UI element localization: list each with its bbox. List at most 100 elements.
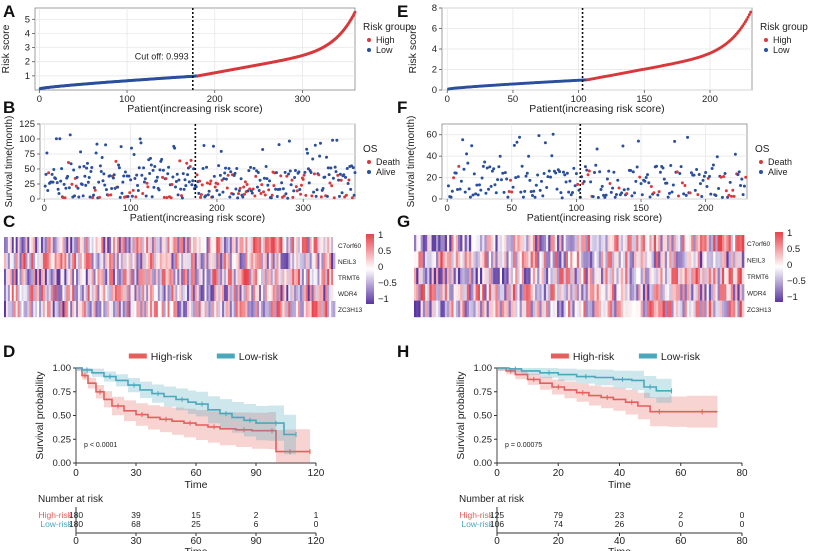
heatmap-cell bbox=[259, 301, 262, 318]
heatmap-cell bbox=[97, 301, 100, 318]
heatmap-cell bbox=[208, 237, 211, 254]
heatmap-cell bbox=[148, 237, 151, 254]
alive-point bbox=[98, 164, 102, 168]
heatmap-cell bbox=[329, 253, 332, 270]
alive-point bbox=[487, 187, 491, 191]
heatmap-cell bbox=[442, 300, 446, 318]
heatmap-cell bbox=[693, 235, 696, 252]
alive-point bbox=[149, 163, 153, 167]
heatmap-cell bbox=[103, 269, 106, 286]
death-point bbox=[109, 193, 113, 197]
heatmap-cell bbox=[557, 251, 560, 268]
heatmap-cell bbox=[517, 267, 520, 285]
heatmap-cell bbox=[486, 267, 490, 285]
death-point bbox=[225, 186, 229, 190]
heatmap-cell bbox=[640, 284, 644, 301]
heatmap-cell bbox=[19, 301, 22, 318]
heatmap-cell bbox=[255, 285, 258, 302]
heatmap-cell bbox=[72, 253, 75, 270]
alive-point bbox=[54, 177, 58, 181]
heatmap-cell bbox=[311, 237, 314, 254]
heatmap-cell bbox=[227, 301, 231, 318]
heatmap-cell bbox=[132, 253, 135, 270]
heatmap-cell bbox=[85, 237, 89, 254]
heatmap-cell bbox=[181, 301, 184, 318]
alive-point bbox=[318, 154, 322, 158]
heatmap-cell bbox=[241, 301, 244, 318]
heatmap-cell bbox=[425, 284, 428, 301]
heatmap-cell bbox=[557, 267, 560, 285]
heatmap-cell bbox=[37, 269, 40, 286]
alive-point bbox=[298, 187, 302, 191]
alive-point bbox=[598, 170, 602, 174]
heatmap-cell bbox=[482, 267, 485, 285]
heatmap-cell bbox=[305, 301, 309, 318]
heatmap-cell bbox=[29, 285, 32, 302]
heatmap-cell bbox=[266, 269, 270, 286]
risk-x-tick-label: 60 bbox=[675, 536, 687, 547]
alive-point bbox=[656, 193, 660, 197]
heatmap-cell bbox=[427, 300, 430, 318]
heatmap-cell bbox=[31, 253, 34, 270]
heatmap-cell bbox=[579, 235, 582, 252]
y-tick-label: 0.00 bbox=[474, 458, 493, 469]
gene-label: C7orf60 bbox=[747, 241, 771, 248]
heatmap-cell bbox=[93, 285, 96, 302]
heatmap-cell bbox=[116, 285, 120, 302]
death-point bbox=[310, 194, 314, 198]
death-point bbox=[457, 164, 461, 168]
heatmap-cell bbox=[519, 267, 523, 285]
heatmap-cell bbox=[416, 235, 419, 252]
heatmap-cell bbox=[54, 301, 57, 318]
alive-point bbox=[234, 187, 238, 191]
y-tick-label: 0.00 bbox=[53, 458, 72, 469]
heatmap-cell bbox=[570, 267, 573, 285]
death-point bbox=[188, 164, 192, 168]
heatmap-cell bbox=[469, 267, 472, 285]
heatmap-cell bbox=[251, 253, 254, 270]
heatmap-cell bbox=[697, 235, 701, 252]
heatmap-cell bbox=[462, 235, 465, 252]
heatmap-cell bbox=[722, 300, 725, 318]
heatmap-cell bbox=[179, 269, 182, 286]
alive-point bbox=[742, 184, 746, 188]
heatmap-cell bbox=[7, 285, 11, 302]
heatmap-cell bbox=[292, 253, 295, 270]
heatmap-cell bbox=[319, 237, 322, 254]
death-point bbox=[336, 173, 340, 177]
heatmap-cell bbox=[321, 237, 324, 254]
heatmap-cell bbox=[455, 235, 459, 252]
risk-count: 2 bbox=[678, 510, 683, 520]
heatmap-cell bbox=[673, 284, 677, 301]
heatmap-cell bbox=[282, 269, 285, 286]
heatmap-cell bbox=[292, 285, 295, 302]
heatmap-cell bbox=[631, 267, 635, 285]
alive-point bbox=[323, 175, 327, 179]
death-point bbox=[680, 181, 684, 185]
heatmap-cell bbox=[526, 300, 529, 318]
heatmap-cell bbox=[631, 284, 635, 301]
heatmap-cell bbox=[294, 285, 297, 302]
heatmap-cell bbox=[506, 284, 509, 301]
heatmap-cell bbox=[623, 235, 626, 252]
heatmap-cell bbox=[163, 237, 166, 254]
heatmap-cell bbox=[315, 237, 318, 254]
heatmap-cell bbox=[517, 251, 520, 268]
alive-point bbox=[152, 185, 156, 189]
y-tick-label: 0.25 bbox=[474, 434, 493, 445]
heatmap-cell bbox=[548, 251, 551, 268]
confidence-band-high bbox=[76, 368, 310, 463]
heatmap-cell bbox=[188, 237, 192, 254]
heatmap-cell bbox=[634, 267, 637, 285]
heatmap-cell bbox=[216, 253, 219, 270]
heatmap-cell bbox=[645, 284, 648, 301]
death-point bbox=[330, 184, 334, 188]
alive-point bbox=[59, 179, 63, 183]
heatmap-cell bbox=[37, 237, 40, 254]
legend-label-high: High bbox=[376, 35, 395, 45]
heatmap-cell bbox=[245, 269, 248, 286]
risk-x-tick-label: 0 bbox=[494, 536, 500, 547]
heatmap-cell bbox=[21, 269, 24, 286]
heatmap-cell bbox=[605, 300, 608, 318]
heatmap-cell bbox=[579, 251, 582, 268]
